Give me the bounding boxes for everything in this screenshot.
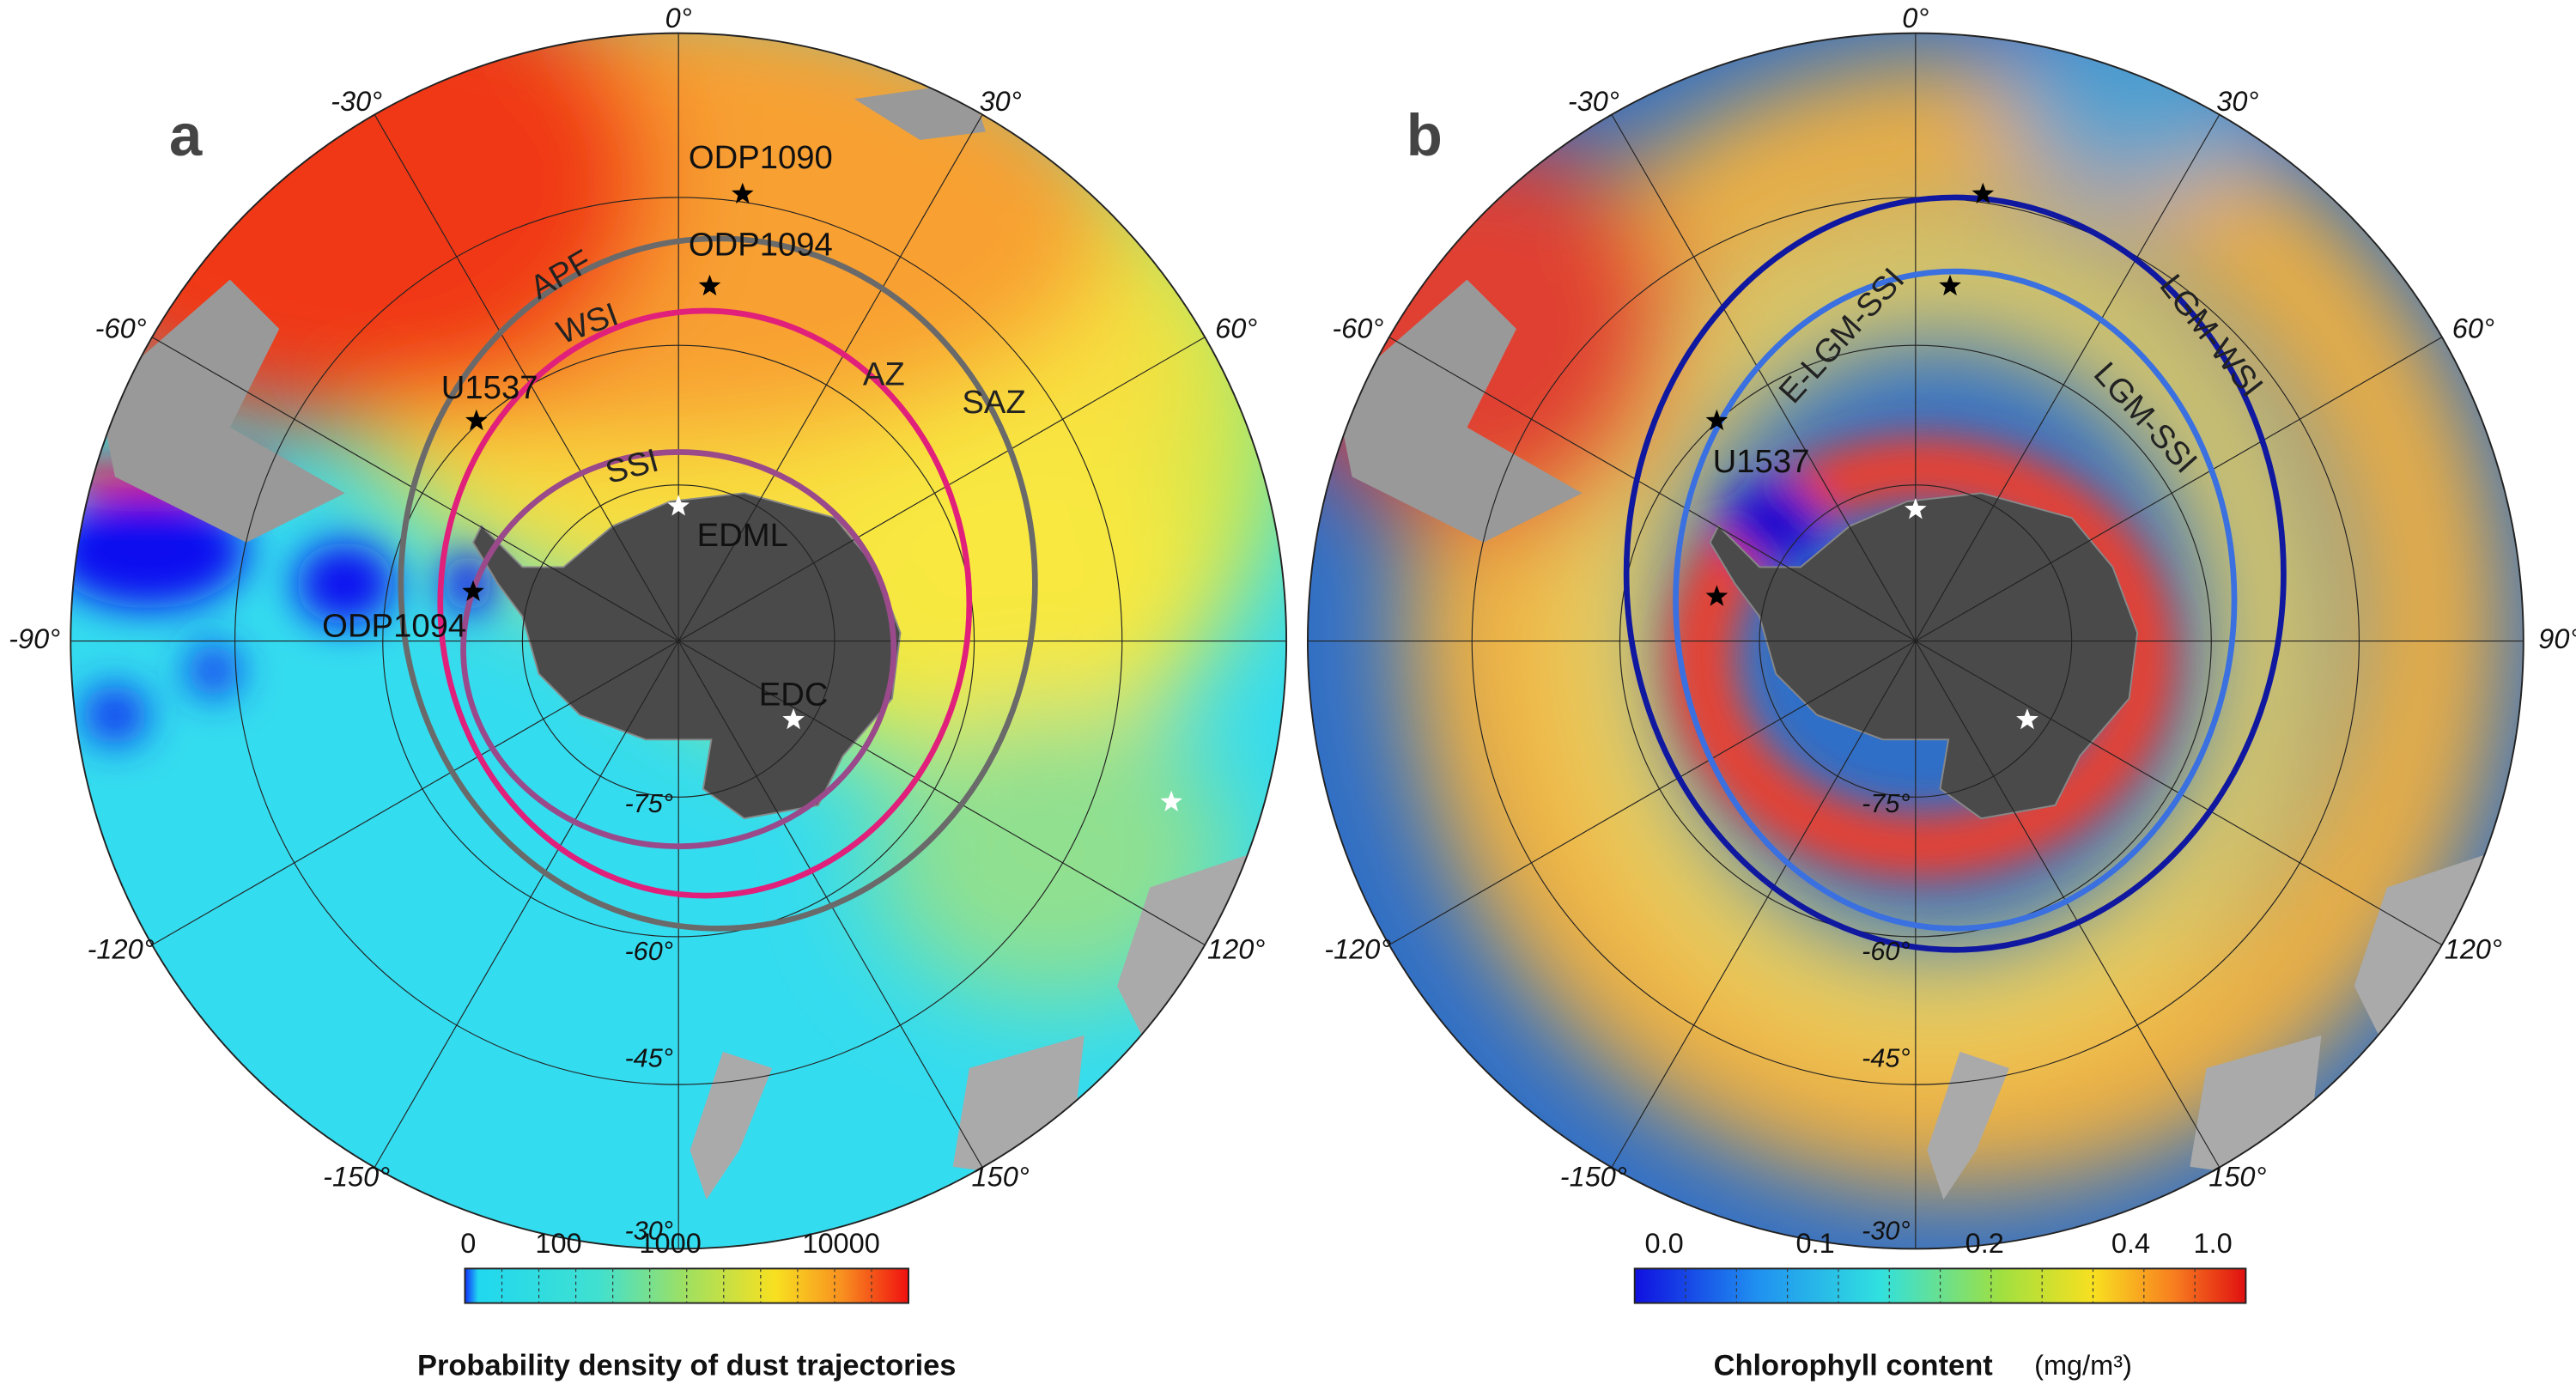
longitude-label: -60° (95, 313, 147, 344)
longitude-label: 30° (2216, 86, 2258, 117)
longitude-label: -120° (1324, 934, 1391, 965)
site-marker (1905, 498, 1927, 519)
longitude-label: -120° (88, 934, 155, 965)
graticule (1611, 114, 2221, 1168)
site-marker (1939, 274, 1961, 296)
graticule (374, 114, 983, 1168)
longitude-label: 0° (665, 3, 692, 33)
latitude-label: -60° (624, 937, 672, 966)
front-line (1623, 194, 2287, 953)
latitude-label: -60° (1862, 937, 1910, 966)
site-marker (465, 409, 488, 431)
panel (1307, 32, 2524, 1250)
colorbar-tick-label: 0.1 (1796, 1228, 1835, 1259)
site-label: EDC (759, 677, 829, 714)
site-marker (2016, 708, 2038, 730)
front-line (437, 307, 973, 899)
colorbar-tick-label: 0.4 (2111, 1228, 2150, 1259)
colorbar-tick-label: 0 (460, 1228, 476, 1259)
latitude-label: -45° (624, 1044, 672, 1073)
panel-label: a (169, 102, 203, 168)
colorbar-tick-label: 10000 (802, 1228, 879, 1259)
site-marker (1705, 409, 1728, 431)
site-marker (1160, 790, 1182, 811)
colorbar-title: Chlorophyll content (1714, 1349, 1994, 1382)
longitude-label: -90° (9, 623, 60, 654)
site-label: ODP1090 (689, 139, 833, 176)
front-label: SAZ (962, 384, 1025, 421)
colorbar-tick-label: 1.0 (2194, 1228, 2233, 1259)
site-label: ODP1094 (689, 226, 833, 263)
land (1335, 279, 1583, 543)
colorbar-tick-label: 0.0 (1645, 1228, 1684, 1259)
longitude-label: 0° (1902, 3, 1929, 33)
colorbar-tick-label: 100 (535, 1228, 581, 1259)
site-marker (731, 182, 754, 204)
latitude-label: -75° (1862, 789, 1910, 818)
front-label: AZ (863, 356, 905, 393)
latitude-label: -75° (624, 789, 672, 818)
site-marker (1705, 585, 1728, 606)
colorbar-title: Probability density of dust trajectories (417, 1349, 956, 1382)
site-marker (698, 274, 721, 296)
site-label: EDML (697, 517, 788, 554)
panel (70, 32, 1288, 1250)
site-label: U1537 (1713, 443, 1810, 480)
colorbar-tick-label: 0.2 (1965, 1228, 2004, 1259)
longitude-label: -150° (1560, 1161, 1627, 1192)
front-line (460, 449, 897, 850)
longitude-label: 150° (972, 1161, 1030, 1192)
site-label: ODP1094 (322, 607, 466, 644)
site-marker (782, 708, 805, 730)
latitude-label: -30° (624, 1216, 672, 1245)
longitude-label: -30° (1568, 86, 1619, 117)
longitude-label: 120° (2445, 934, 2502, 965)
longitude-label: 150° (2208, 1161, 2266, 1192)
land (98, 279, 345, 543)
longitude-label: 60° (2452, 313, 2494, 344)
site-marker (667, 495, 690, 516)
panel-label: b (1406, 102, 1443, 168)
longitude-label: 30° (980, 86, 1022, 117)
site-marker (1971, 182, 1995, 204)
longitude-label: 90° (2538, 623, 2576, 654)
longitude-label: 60° (1215, 313, 1257, 344)
longitude-label: -150° (323, 1161, 390, 1192)
colorbar-tick-label: 1000 (639, 1228, 701, 1259)
longitude-label: -60° (1332, 313, 1383, 344)
front-line (398, 235, 1038, 932)
latitude-label: -45° (1862, 1044, 1910, 1073)
latitude-label: -30° (1862, 1216, 1910, 1245)
longitude-label: -30° (331, 86, 382, 117)
site-marker (462, 580, 484, 602)
colorbar-unit: (mg/m³) (2034, 1350, 2132, 1381)
longitude-label: 120° (1207, 934, 1265, 965)
front-line (1673, 268, 2238, 932)
site-label: U1537 (441, 369, 538, 406)
